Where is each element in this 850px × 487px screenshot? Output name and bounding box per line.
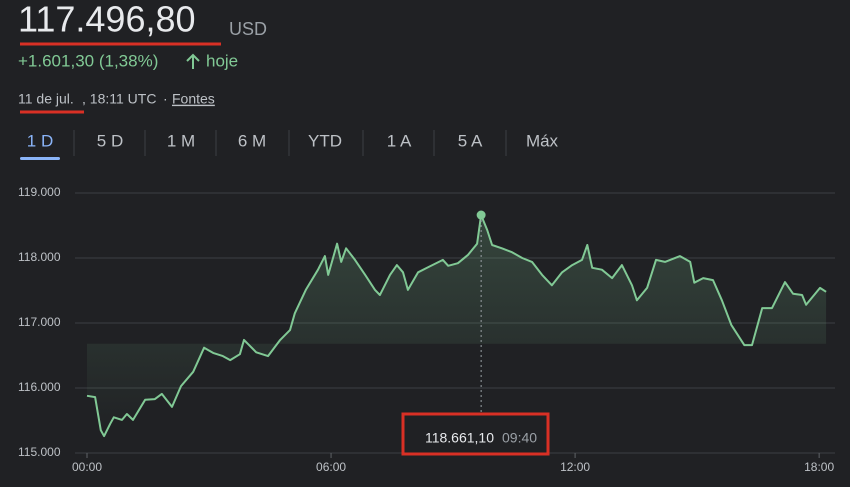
price: 117.496,80 bbox=[18, 0, 196, 40]
currency: USD bbox=[229, 19, 267, 39]
date: 11 de jul. bbox=[18, 91, 74, 107]
tab[interactable]: 5 D bbox=[97, 131, 123, 150]
separator: · bbox=[163, 91, 168, 107]
sources-link[interactable]: Fontes bbox=[172, 91, 215, 107]
tab-indicator bbox=[20, 157, 60, 160]
area bbox=[87, 215, 827, 437]
period: hoje bbox=[206, 51, 238, 70]
time: , 18:11 UTC bbox=[82, 91, 156, 107]
y-tick-label: 115.000 bbox=[18, 445, 61, 459]
hover-time: 09:40 bbox=[502, 430, 537, 446]
tab[interactable]: 5 A bbox=[458, 131, 483, 150]
x-tick-label: 06:00 bbox=[316, 460, 346, 474]
change: +1.601,30 (1,38%) bbox=[18, 51, 158, 70]
tab[interactable]: 1 A bbox=[387, 131, 412, 150]
hover-point bbox=[476, 210, 486, 220]
y-tick-label: 116.000 bbox=[18, 380, 61, 394]
tab[interactable]: 1 D bbox=[27, 131, 53, 150]
tab[interactable]: Máx bbox=[526, 131, 559, 150]
y-tick-label: 118.000 bbox=[18, 250, 61, 264]
tab[interactable]: 6 M bbox=[238, 131, 266, 150]
price-line bbox=[86, 214, 827, 438]
hover-value: 118.661,10 bbox=[425, 430, 494, 446]
y-tick-label: 117.000 bbox=[18, 315, 61, 329]
x-tick-label: 12:00 bbox=[560, 460, 590, 474]
up-arrow bbox=[186, 53, 200, 69]
y-tick-label: 119.000 bbox=[18, 185, 61, 199]
tab[interactable]: 1 M bbox=[167, 131, 195, 150]
x-tick-label: 18:00 bbox=[804, 460, 834, 474]
tab[interactable]: YTD bbox=[308, 131, 342, 150]
annotation-box bbox=[401, 412, 550, 456]
x-tick-label: 00:00 bbox=[72, 460, 102, 474]
